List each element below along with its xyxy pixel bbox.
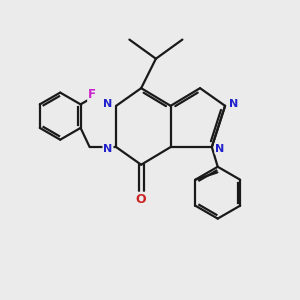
Text: N: N (215, 143, 225, 154)
Text: N: N (103, 99, 112, 110)
Text: N: N (229, 99, 238, 110)
Text: N: N (103, 143, 112, 154)
Text: O: O (136, 193, 146, 206)
Text: F: F (88, 88, 96, 101)
